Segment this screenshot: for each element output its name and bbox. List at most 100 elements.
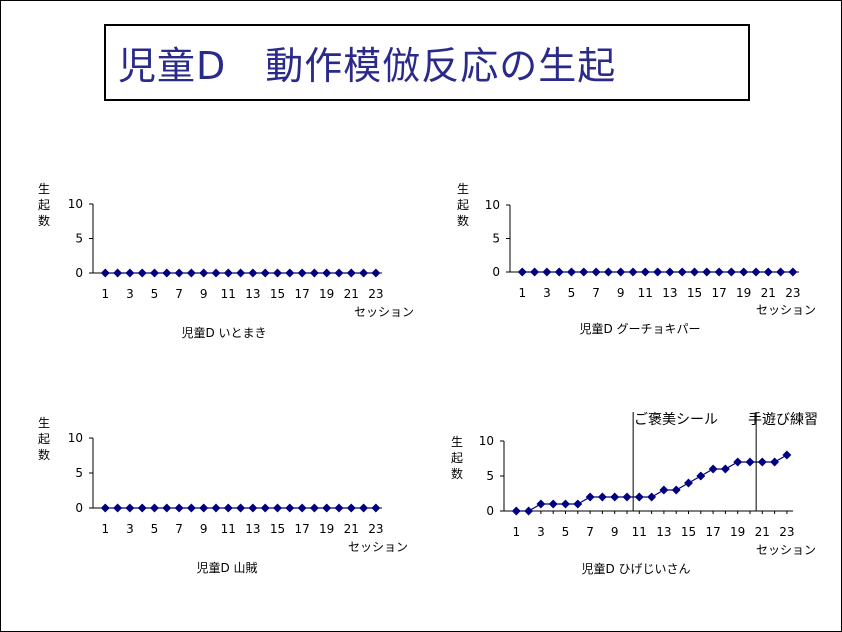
- x-tick-label: 13: [245, 287, 260, 301]
- data-point: [113, 503, 123, 513]
- x-tick-label: 3: [126, 522, 134, 536]
- data-point: [696, 471, 706, 481]
- x-tick-label: 1: [101, 522, 109, 536]
- x-tick-label: 13: [656, 525, 671, 539]
- data-point: [745, 457, 755, 467]
- x-tick-label: 7: [586, 525, 594, 539]
- x-tick-label: 3: [126, 287, 134, 301]
- data-point: [610, 492, 620, 502]
- data-point: [524, 506, 534, 516]
- x-tick-label: 21: [344, 287, 359, 301]
- x-tick-label: 1: [512, 525, 520, 539]
- data-point: [720, 464, 730, 474]
- data-point: [186, 503, 196, 513]
- data-point: [665, 267, 675, 277]
- data-point: [714, 267, 724, 277]
- data-point: [236, 503, 246, 513]
- y-axis-label-char: 数: [457, 213, 469, 228]
- x-axis-label: セッション: [348, 540, 408, 554]
- data-point: [346, 503, 356, 513]
- y-tick-label: 10: [485, 198, 500, 212]
- y-axis-label-char: 生: [451, 435, 463, 449]
- x-tick-label: 21: [761, 286, 776, 300]
- page-title: 児童D 動作模倣反応の生起: [118, 44, 617, 88]
- x-tick-label: 17: [711, 286, 726, 300]
- data-point: [113, 268, 123, 278]
- data-point: [548, 499, 558, 509]
- data-point: [554, 267, 564, 277]
- x-tick-label: 17: [294, 287, 309, 301]
- y-axis-label-char: 起: [451, 451, 463, 465]
- data-point: [223, 503, 233, 513]
- data-point: [149, 503, 160, 513]
- data-point: [260, 503, 270, 513]
- data-point: [733, 457, 743, 467]
- phase-label: ご褒美シール: [634, 412, 718, 428]
- x-tick-label: 11: [632, 525, 647, 539]
- data-point: [285, 268, 295, 278]
- y-axis-label-char: 起: [38, 432, 50, 446]
- x-tick-label: 9: [611, 525, 619, 539]
- data-point: [272, 503, 283, 513]
- data-point: [566, 267, 577, 277]
- data-point: [585, 492, 595, 502]
- data-point: [757, 457, 767, 467]
- data-point: [334, 503, 344, 513]
- x-tick-label: 15: [270, 522, 285, 536]
- x-tick-label: 23: [368, 522, 383, 536]
- data-point: [597, 492, 607, 502]
- x-tick-label: 19: [730, 525, 745, 539]
- data-point: [199, 268, 209, 278]
- data-point: [640, 267, 650, 277]
- data-point: [770, 457, 780, 467]
- x-axis-label: セッション: [354, 305, 414, 319]
- data-point: [125, 268, 135, 278]
- data-point: [530, 267, 540, 277]
- data-point: [751, 267, 761, 277]
- data-point: [628, 267, 638, 277]
- data-point: [776, 267, 786, 277]
- data-point: [634, 492, 644, 502]
- x-tick-label: 21: [755, 525, 770, 539]
- data-point: [137, 268, 147, 278]
- data-point: [248, 268, 258, 278]
- chart-caption: 児童D グーチョキパー: [579, 321, 700, 336]
- data-point: [359, 503, 369, 513]
- data-point: [322, 268, 332, 278]
- y-tick-label: 0: [75, 501, 83, 515]
- data-point: [162, 268, 172, 278]
- data-point: [223, 268, 233, 278]
- y-tick-label: 0: [75, 266, 83, 280]
- x-tick-label: 11: [221, 522, 236, 536]
- data-point: [371, 503, 381, 513]
- x-tick-label: 1: [518, 286, 526, 300]
- x-tick-label: 7: [175, 287, 183, 301]
- data-point: [162, 503, 172, 513]
- data-point: [511, 506, 521, 516]
- chart-caption: 児童D 山賊: [196, 560, 257, 575]
- x-tick-label: 17: [294, 522, 309, 536]
- x-tick-label: 23: [368, 287, 383, 301]
- x-tick-label: 15: [270, 287, 285, 301]
- data-point: [346, 268, 356, 278]
- x-tick-label: 7: [592, 286, 600, 300]
- y-axis-label-char: 起: [457, 198, 469, 212]
- data-point: [285, 503, 295, 513]
- data-point: [174, 268, 184, 278]
- data-point: [371, 268, 381, 278]
- data-point: [322, 503, 332, 513]
- y-tick-label: 5: [75, 232, 83, 246]
- y-tick-label: 5: [75, 466, 83, 480]
- y-tick-label: 5: [486, 469, 494, 483]
- y-tick-label: 5: [492, 232, 500, 246]
- data-point: [297, 268, 307, 278]
- y-tick-label: 0: [492, 265, 500, 279]
- y-tick-label: 10: [68, 197, 83, 211]
- y-axis-label-char: 生: [38, 416, 50, 430]
- x-tick-label: 23: [785, 286, 800, 300]
- data-point: [689, 267, 700, 277]
- x-tick-label: 21: [344, 522, 359, 536]
- x-tick-label: 19: [319, 522, 334, 536]
